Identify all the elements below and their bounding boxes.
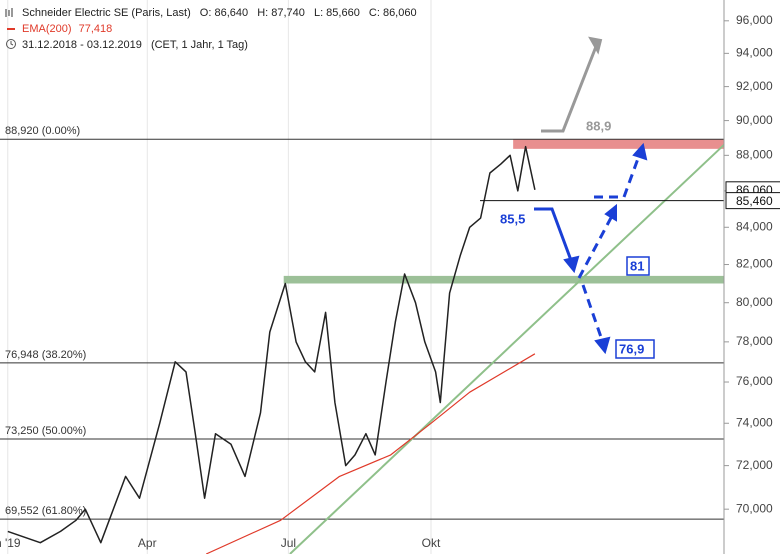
annotation: 76,9 (619, 341, 644, 356)
y-tick-label: 92,000 (736, 79, 773, 93)
arrow-head (632, 142, 648, 161)
arrow-dashed-up2 (594, 152, 642, 199)
trendline (289, 144, 725, 554)
fib-label: 69,552 (61.80%) (5, 505, 86, 517)
title: Schneider Electric SE (Paris, Last) (22, 7, 191, 19)
axis-bg (724, 0, 780, 554)
x-tick-label: Apr (138, 536, 157, 550)
period-note: (CET, 1 Jahr, 1 Tag) (151, 39, 248, 51)
arrow-head (604, 203, 617, 222)
y-tick-label: 82,000 (736, 257, 773, 271)
arrow-up-grey (541, 43, 599, 133)
ohlc-close: C: 86,060 (369, 7, 417, 19)
arrow-head (594, 336, 611, 355)
period: 31.12.2018 - 03.12.2019 (CET, 1 Jahr, 1 … (22, 39, 248, 51)
annotation: 85,5 (500, 211, 525, 226)
y-tick-label: 70,000 (736, 501, 773, 515)
arrow-head (563, 255, 580, 274)
ema-name: EMA(200) (22, 23, 72, 35)
y-tick-label: 76,000 (736, 374, 773, 388)
y-tick-label: 78,000 (736, 334, 773, 348)
y-tick-label: 96,000 (736, 13, 773, 27)
y-tick-label: 80,000 (736, 295, 773, 309)
ema-line (205, 353, 536, 554)
x-tick-label: n '19 (0, 536, 21, 550)
y-tick-label: 88,000 (736, 148, 773, 162)
arrow-dashed-down (581, 284, 605, 344)
fib-label: 76,948 (38.20%) (5, 349, 86, 361)
arrow-dashed-up (577, 213, 615, 279)
y-tick-label: 90,000 (736, 113, 773, 127)
x-tick-label: Okt (422, 536, 441, 550)
header-title: Schneider Electric SE (Paris, Last) O: 8… (22, 7, 417, 19)
ema-value: 77,418 (79, 23, 113, 35)
period-range: 31.12.2018 - 03.12.2019 (22, 39, 142, 51)
y-tick-label: 72,000 (736, 458, 773, 472)
fib-label: 73,250 (50.00%) (5, 425, 86, 437)
y-tick-label: 74,000 (736, 415, 773, 429)
clock-icon (6, 39, 16, 49)
y-tick-label: 94,000 (736, 46, 773, 60)
clock-hand (10, 41, 14, 46)
x-tick-label: Jul (281, 536, 296, 550)
y-tick-label: 84,000 (736, 219, 773, 233)
ohlc-low: L: 85,660 (314, 7, 360, 19)
ohlc-high: H: 87,740 (257, 7, 305, 19)
zone (283, 275, 724, 284)
arrow-head (588, 36, 603, 55)
annotation: 81 (630, 258, 644, 273)
price-box (725, 192, 780, 210)
zone (513, 139, 724, 149)
ohlc-open: O: 86,640 (200, 7, 248, 19)
annotation-box (626, 256, 650, 276)
header: Schneider Electric SE (Paris, Last) O: 8… (5, 7, 417, 51)
annotation: 88,9 (586, 118, 611, 133)
annotation-box (615, 339, 655, 359)
candle-icon (5, 8, 13, 17)
ema-legend: EMA(200) 77,418 (22, 23, 112, 35)
price-line (7, 145, 536, 544)
price-box-label: 85,460 (736, 194, 773, 208)
plot-area: 88,920 (0.00%) 76,948 (38.20%) 73,250 (50.… (0, 0, 725, 554)
arrows (534, 36, 648, 355)
fib-label: 88,920 (0.00%) (5, 125, 80, 137)
arrow-down-blue (534, 207, 574, 264)
